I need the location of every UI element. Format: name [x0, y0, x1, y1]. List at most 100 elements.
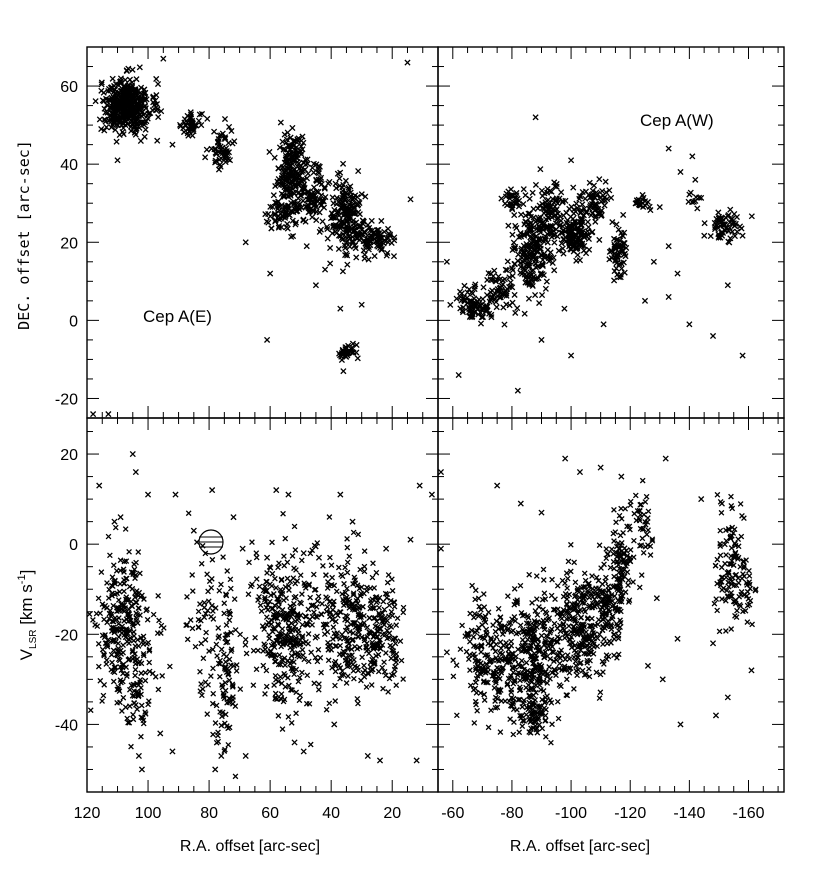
data-point — [344, 252, 351, 259]
data-point — [614, 576, 621, 583]
data-point — [572, 232, 580, 239]
data-point — [530, 205, 537, 213]
data-point — [288, 658, 295, 664]
data-point — [213, 641, 220, 648]
data-point — [413, 757, 420, 764]
data-point — [101, 652, 108, 659]
data-point — [477, 606, 484, 613]
data-point — [712, 712, 720, 719]
data-point — [581, 205, 588, 212]
data-point — [508, 694, 515, 701]
data-point — [299, 646, 306, 653]
data-point — [225, 123, 233, 130]
data-point — [321, 631, 328, 638]
data-point — [361, 568, 368, 575]
data-point — [297, 167, 305, 174]
data-point — [616, 512, 623, 519]
data-point — [334, 630, 341, 636]
data-point — [570, 206, 577, 213]
data-point — [471, 309, 478, 316]
data-point — [550, 232, 557, 239]
data-point — [549, 259, 556, 266]
y-tick-label: -20 — [55, 627, 78, 644]
data-point — [377, 645, 384, 652]
data-point — [267, 564, 274, 571]
data-point — [339, 268, 346, 275]
data-point — [184, 594, 190, 600]
data-point — [124, 101, 131, 108]
data-point — [608, 621, 614, 628]
data-point — [92, 98, 99, 105]
data-point — [583, 208, 590, 215]
data-point — [647, 543, 654, 550]
data-point — [506, 274, 513, 281]
data-point — [480, 591, 487, 597]
data-point — [116, 688, 123, 694]
data-point — [507, 283, 515, 290]
data-point — [391, 635, 398, 642]
data-point — [727, 535, 734, 542]
data-point — [125, 719, 131, 726]
data-point — [573, 649, 579, 656]
data-point — [289, 217, 296, 224]
data-point — [603, 546, 610, 552]
data-point — [637, 502, 644, 508]
data-point — [219, 130, 226, 137]
data-point — [189, 625, 196, 632]
data-point — [733, 571, 740, 578]
data-point — [217, 709, 223, 715]
data-point — [216, 633, 222, 639]
data-point — [111, 629, 118, 636]
data-point — [543, 706, 549, 713]
data-point — [734, 607, 740, 614]
data-point — [728, 593, 735, 600]
data-point — [276, 560, 282, 567]
data-point — [450, 673, 457, 680]
data-point — [714, 556, 721, 563]
data-point — [593, 585, 599, 592]
data-point — [739, 232, 746, 239]
data-point — [287, 686, 294, 693]
data-point — [242, 642, 249, 648]
data-point — [598, 212, 605, 219]
data-point — [496, 665, 502, 672]
data-point — [110, 647, 117, 654]
data-point — [539, 696, 545, 703]
data-point — [536, 647, 542, 653]
data-point — [159, 673, 166, 679]
data-point — [313, 613, 319, 620]
data-point — [586, 194, 594, 201]
data-point — [487, 276, 494, 283]
data-point — [481, 635, 488, 642]
data-point — [207, 673, 214, 679]
data-point — [551, 183, 559, 190]
data-point — [231, 596, 238, 602]
data-point — [268, 583, 275, 589]
data-point — [428, 491, 435, 498]
data-point — [533, 596, 540, 602]
data-point — [281, 670, 288, 677]
data-point — [122, 526, 129, 532]
data-point — [198, 681, 204, 687]
data-point — [494, 292, 501, 300]
data-point — [564, 575, 571, 582]
data-point — [145, 639, 152, 646]
data-point — [294, 612, 301, 619]
data-point — [741, 565, 747, 571]
data-point — [331, 206, 338, 213]
data-point — [473, 701, 479, 708]
data-point — [300, 550, 307, 557]
data-point — [737, 501, 744, 507]
data-point — [613, 221, 620, 228]
data-point — [600, 321, 607, 328]
data-point — [131, 654, 137, 661]
data-point — [183, 622, 189, 629]
data-point — [517, 677, 523, 684]
data-point — [606, 638, 613, 645]
data-point — [517, 582, 524, 589]
data-point — [542, 694, 549, 701]
data-point — [340, 368, 347, 375]
data-point — [464, 630, 471, 637]
data-point — [228, 662, 234, 668]
data-point — [275, 621, 281, 628]
